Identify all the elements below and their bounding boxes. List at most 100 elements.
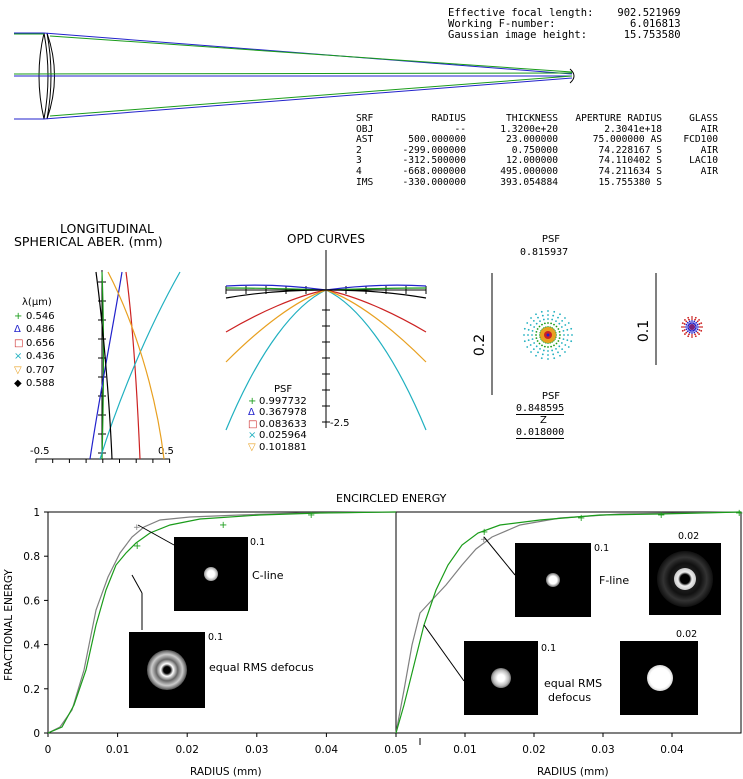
- psf-bottom-value: 0.848595: [516, 403, 565, 415]
- ee-x-tick-left: 0.05: [384, 744, 407, 756]
- table-cell: -330.000000: [402, 176, 466, 188]
- psf-top-value: 0.815937: [520, 247, 569, 258]
- psf-bottom-label: PSF: [541, 391, 561, 402]
- opd-legend-item: □ 0.083633: [248, 419, 307, 431]
- legend-title: λ(μm): [22, 297, 52, 308]
- table-cell: 495.000000: [500, 165, 558, 177]
- svg-text:+: +: [133, 541, 141, 552]
- defocus-label-right-2: defocus: [548, 691, 592, 704]
- psf-spot-area: 0.2 0.1: [472, 273, 703, 395]
- table-cell: AIR: [700, 165, 718, 177]
- legend-item: ◆ 0.588: [14, 377, 55, 391]
- table-cell: 74.110402 S: [598, 155, 662, 167]
- table-cell: IMS: [356, 176, 374, 188]
- legend-label: 0.486: [26, 324, 55, 335]
- psf-scale-right: 0.1: [636, 320, 652, 342]
- legend-item: ▽ 0.707: [14, 364, 55, 378]
- opd-plot: -2.5: [225, 250, 427, 431]
- z-label: Z: [540, 415, 547, 426]
- col-header: APERTURE RADIUS: [575, 113, 662, 124]
- gih-value: 15.753580: [623, 29, 681, 41]
- legend-item: × 0.436: [14, 350, 55, 364]
- table-cell: AST: [356, 134, 374, 146]
- svg-text:+: +: [219, 520, 227, 531]
- ee-y-tick: 0.4: [23, 640, 40, 652]
- table-cell: 1.3200e+20: [500, 123, 558, 135]
- legend-symbol: ×: [14, 351, 23, 362]
- legend-symbol: □: [14, 337, 24, 349]
- spherical-title: LONGITUDINAL SPHERICAL ABER. (mm): [14, 222, 194, 248]
- defocus-scale-left: 0.1: [208, 632, 224, 643]
- legend-label: 0.436: [26, 351, 55, 362]
- table-cell: 0.750000: [511, 144, 558, 156]
- opd-psf-legend: PSF +0.997732 Δ 0.367978 □ 0.083633 × 0.025964…: [248, 384, 307, 453]
- fnum-value: 6.016813: [630, 18, 681, 30]
- spherical-title-1: LONGITUDINAL: [59, 221, 155, 236]
- table-cell: [662, 178, 718, 189]
- table-cell: 74.228167 S: [598, 144, 662, 156]
- col-header: SRF: [356, 113, 374, 124]
- defocus-label-left: equal RMS defocus: [209, 661, 314, 674]
- table-cell: 4: [356, 165, 362, 177]
- opd-legend-symbol: □: [248, 418, 258, 430]
- col-header: RADIUS: [431, 113, 466, 124]
- svg-text:+: +: [657, 510, 665, 521]
- opd-psf-title: PSF: [274, 384, 293, 395]
- defocus-psf-image-left: [129, 632, 205, 708]
- opd-legend-value: 0.367978: [259, 407, 307, 418]
- defocus-scale2-right: 0.02: [676, 629, 698, 640]
- f-line-psf-image-zoom: [649, 543, 721, 615]
- ee-xlabel-left: RADIUS (mm): [190, 766, 262, 778]
- f-line-scale: 0.1: [594, 543, 610, 554]
- legend-label: 0.656: [26, 337, 55, 349]
- z-value: 0.018000: [516, 427, 565, 439]
- opd-legend-item: +0.997732: [248, 396, 307, 408]
- defocus-scale-right: 0.1: [541, 643, 557, 654]
- defocus-psf-image-right: [464, 641, 538, 715]
- table-cell: 12.000000: [506, 155, 558, 167]
- wavelength-legend: λ(μm) +0.546 Δ 0.486 □ 0.656 × 0.436 ▽ 0.707 ◆ 0.5…: [14, 296, 55, 391]
- encircled-energy-chart: FRACTIONAL ENERGY +++++ + +++ RADIUS (mm) …: [3, 507, 743, 778]
- ee-y-tick: 0.2: [23, 684, 40, 696]
- table-cell: 500.000000: [408, 134, 466, 146]
- opd-legend-item: × 0.025964: [248, 430, 307, 442]
- table-cell: 23.000000: [506, 134, 558, 146]
- psf-top-label: PSF: [541, 234, 561, 245]
- ee-x-tick-right: 0.03: [591, 744, 614, 756]
- spherical-title-2: SPHERICAL ABER. (mm): [14, 234, 163, 249]
- f-line-label: F-line: [599, 574, 630, 587]
- ee-y-tick: 0.8: [23, 551, 40, 563]
- svg-text:+: +: [480, 535, 488, 545]
- table-cell: 393.054884: [500, 176, 558, 188]
- ee-x-tick-right: 0.04: [660, 744, 684, 756]
- table-row: 2 -299.000000 0.750000 74.228167 S AIR: [356, 144, 718, 157]
- table-cell: -668.000000: [402, 165, 466, 177]
- svg-text:+: +: [307, 510, 315, 521]
- gih-label: Gaussian image height:: [448, 29, 588, 41]
- legend-item: +0.546: [14, 310, 55, 324]
- c-line-psf-image: [174, 537, 248, 611]
- ee-x-tick-left: 0.02: [176, 744, 199, 756]
- ee-curve-green-right: [395, 511, 742, 734]
- c-line-scale: 0.1: [250, 537, 266, 548]
- legend-label: 0.588: [26, 378, 55, 389]
- efl-label: Effective focal length:: [448, 7, 594, 19]
- table-cell: FCD100: [683, 134, 718, 146]
- table-cell: 15.755380 S: [598, 176, 662, 188]
- table-cell: -299.000000: [402, 144, 466, 156]
- tick-left: -0.5: [30, 446, 50, 457]
- table-cell: AIR: [700, 144, 718, 156]
- f-line-scale2: 0.02: [678, 531, 700, 542]
- table-cell: AIR: [700, 123, 718, 135]
- table-cell: 3: [356, 155, 362, 167]
- svg-text:+: +: [133, 523, 141, 533]
- table-cell: 74.211634 S: [598, 165, 662, 177]
- opd-legend-value: 0.997732: [259, 395, 307, 407]
- opd-legend-value: 0.025964: [259, 430, 307, 441]
- fnum-label: Working F-number:: [448, 18, 556, 30]
- svg-text:+: +: [577, 513, 585, 524]
- ee-x-tick-left: 0.04: [315, 744, 339, 756]
- legend-label: 0.546: [26, 310, 55, 322]
- table-row: OBJ -- 1.3200e+20 2.3041e+18 AIR: [356, 123, 718, 136]
- legend-symbol: Δ: [14, 324, 21, 335]
